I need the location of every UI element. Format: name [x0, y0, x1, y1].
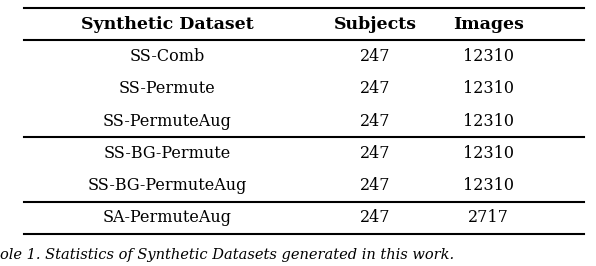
Text: Images: Images — [454, 16, 524, 33]
Text: 247: 247 — [360, 48, 391, 65]
Text: 247: 247 — [360, 113, 391, 130]
Text: 12310: 12310 — [463, 48, 514, 65]
Text: 247: 247 — [360, 177, 391, 194]
Text: 12310: 12310 — [463, 80, 514, 97]
Text: 247: 247 — [360, 145, 391, 162]
Text: SS-Permute: SS-Permute — [119, 80, 215, 97]
Text: 12310: 12310 — [463, 145, 514, 162]
Text: SS-BG-PermuteAug: SS-BG-PermuteAug — [87, 177, 247, 194]
Text: 247: 247 — [360, 209, 391, 226]
Text: Synthetic Dataset: Synthetic Dataset — [80, 16, 253, 33]
Text: SS-BG-Permute: SS-BG-Permute — [103, 145, 231, 162]
Text: SA-PermuteAug: SA-PermuteAug — [103, 209, 231, 226]
Text: 2717: 2717 — [468, 209, 509, 226]
Text: ole 1. Statistics of Synthetic Datasets generated in this work.: ole 1. Statistics of Synthetic Datasets … — [0, 248, 454, 262]
Text: 12310: 12310 — [463, 177, 514, 194]
Text: Subjects: Subjects — [334, 16, 417, 33]
Text: 247: 247 — [360, 80, 391, 97]
Text: 12310: 12310 — [463, 113, 514, 130]
Text: SS-Comb: SS-Comb — [129, 48, 204, 65]
Text: SS-PermuteAug: SS-PermuteAug — [103, 113, 231, 130]
